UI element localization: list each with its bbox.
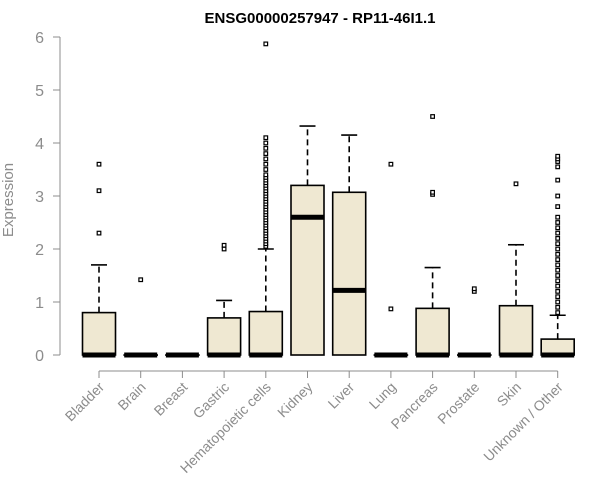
outlier-point [555, 164, 561, 170]
outlier-point [263, 156, 269, 162]
outlier-point [263, 151, 269, 157]
box-group [206, 242, 242, 358]
y-tick-label: 2 [35, 242, 44, 259]
outlier-point [555, 153, 561, 159]
outlier-point [555, 267, 561, 273]
box-rect [331, 191, 367, 356]
y-tick-label: 5 [35, 83, 44, 100]
outlier-point [555, 273, 561, 278]
box-group [123, 277, 158, 358]
outlier-point [263, 135, 269, 141]
outlier-point [555, 299, 561, 305]
chart-title: ENSG00000257947 - RP11-46I1.1 [205, 10, 436, 27]
outlier-point [555, 230, 561, 236]
box-group [415, 114, 450, 358]
outlier-point [96, 188, 102, 194]
box-group [81, 161, 117, 358]
x-tick-label: Prostate [434, 379, 482, 427]
plot-area [81, 41, 576, 358]
outlier-point [96, 230, 102, 236]
outlier-point [555, 283, 561, 289]
outlier-point [555, 278, 561, 284]
box-rect [415, 307, 450, 356]
box-rect [206, 317, 242, 356]
y-axis-label: Expression [0, 163, 17, 237]
x-tick-label: Brain [114, 379, 148, 413]
y-tick-label: 4 [35, 136, 44, 153]
outlier-point [430, 189, 435, 195]
outlier-point [471, 286, 477, 292]
outlier-point [555, 236, 561, 241]
x-tick-label: Liver [325, 379, 358, 412]
outlier-point [388, 306, 394, 312]
outlier-point [221, 246, 227, 252]
outlier-point [555, 251, 561, 257]
outlier-point [513, 181, 519, 187]
outlier-point [430, 114, 435, 119]
x-tick-label: Bladder [62, 379, 108, 425]
x-tick-label: Breast [151, 379, 191, 419]
outlier-point [555, 257, 561, 262]
box-group [290, 125, 325, 356]
outlier-point [263, 172, 269, 178]
outlier-point [263, 145, 269, 151]
box-rect [290, 184, 325, 356]
y-axis: 0 1 2 3 4 5 6 [35, 30, 61, 365]
box-group [498, 181, 534, 358]
outlier-point [555, 310, 561, 315]
y-tick-label: 1 [35, 295, 44, 312]
outlier-point [555, 193, 561, 199]
box-rect [498, 304, 534, 356]
outlier-point [555, 241, 561, 247]
outlier-point [263, 41, 269, 47]
outlier-point [555, 289, 561, 294]
box-group [373, 161, 409, 358]
outlier-point [555, 177, 561, 183]
outlier-point [263, 161, 269, 167]
outlier-point [138, 277, 144, 283]
x-tick-label: Skin [494, 379, 525, 410]
outlier-point [555, 220, 561, 225]
outlier-point [555, 294, 561, 300]
box-group [456, 286, 492, 358]
outlier-point [263, 167, 269, 172]
outlier-point [96, 161, 102, 167]
x-tick-label: Unknown / Other [480, 379, 566, 465]
outlier-point [221, 242, 227, 248]
x-tick-label: Kidney [274, 379, 316, 421]
y-tick-label: 3 [35, 189, 44, 206]
outlier-point [555, 304, 561, 310]
outlier-point [263, 140, 269, 146]
box-rect [81, 311, 117, 356]
box-group [248, 41, 284, 358]
box-group [331, 134, 367, 356]
x-tick-label: Lung [366, 379, 399, 412]
box-group [540, 153, 576, 358]
y-tick-label: 0 [35, 348, 44, 365]
y-tick-label: 6 [35, 30, 44, 47]
outlier-point [555, 262, 561, 268]
outlier-point [388, 161, 394, 167]
box-rect [248, 310, 284, 356]
outlier-point [555, 214, 561, 220]
outlier-point [555, 246, 561, 252]
outlier-point [555, 225, 561, 231]
outlier-point [555, 204, 561, 210]
